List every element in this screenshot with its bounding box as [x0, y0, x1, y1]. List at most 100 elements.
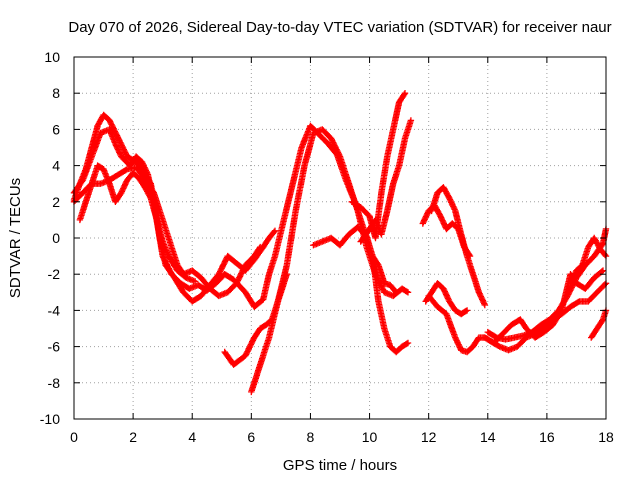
data-point	[150, 197, 152, 199]
data-point	[194, 280, 196, 283]
data-point	[114, 143, 117, 145]
series-track-p	[567, 234, 610, 287]
data-point	[448, 300, 451, 303]
data-point	[460, 349, 462, 352]
data-point	[99, 132, 102, 134]
data-point	[244, 291, 247, 294]
data-point	[380, 191, 383, 194]
y-tick-label: -6	[48, 339, 61, 355]
series-track-c	[70, 164, 264, 300]
data-point	[430, 291, 433, 294]
data-point	[507, 349, 510, 352]
data-point	[312, 244, 315, 247]
data-point	[543, 331, 545, 333]
data-point	[200, 295, 202, 297]
data-point	[552, 324, 554, 326]
data-point	[82, 191, 84, 194]
data-point	[466, 255, 468, 257]
data-point	[569, 273, 572, 276]
data-point	[141, 161, 143, 163]
data-points	[70, 90, 610, 396]
data-point	[132, 172, 134, 174]
data-point	[286, 264, 288, 266]
data-point	[253, 336, 256, 339]
x-tick-label: 16	[539, 429, 555, 445]
data-point	[442, 287, 445, 290]
data-point	[466, 351, 468, 353]
data-point	[587, 300, 590, 303]
data-point	[424, 300, 427, 303]
data-point	[161, 240, 164, 243]
data-point	[327, 143, 329, 145]
data-point	[135, 155, 137, 158]
data-markers	[428, 184, 488, 309]
data-point	[303, 164, 306, 167]
data-point	[454, 309, 457, 312]
data-point	[200, 277, 202, 279]
data-point	[557, 309, 560, 312]
x-tick-label: 10	[362, 429, 378, 445]
data-point	[374, 237, 377, 239]
data-point	[486, 331, 489, 333]
data-point	[359, 240, 362, 243]
data-point	[176, 269, 179, 272]
series-track-g	[310, 223, 400, 296]
data-point	[407, 291, 409, 294]
data-point	[114, 201, 117, 203]
data-point	[223, 351, 226, 353]
data-point	[108, 128, 111, 131]
data-point	[259, 363, 262, 366]
data-point	[374, 273, 377, 276]
data-point	[226, 291, 229, 294]
data-point	[498, 345, 501, 348]
data-point	[602, 242, 604, 245]
data-point	[274, 229, 276, 232]
data-point	[253, 255, 256, 257]
data-point	[392, 182, 395, 185]
chart-title: Day 070 of 2026, Sidereal Day-to-day VTE…	[68, 19, 611, 36]
data-point	[232, 278, 235, 281]
data-point	[596, 291, 598, 294]
data-point	[504, 338, 507, 341]
data-point	[126, 155, 128, 158]
data-point	[351, 201, 353, 203]
data-point	[259, 327, 262, 330]
data-point	[226, 255, 229, 257]
data-point	[454, 210, 457, 212]
data-point	[294, 210, 297, 212]
y-tick-label: -10	[40, 411, 60, 427]
data-point	[368, 228, 371, 230]
data-point	[492, 342, 495, 344]
x-axis-label: GPS time / hours	[283, 457, 397, 474]
data-point	[386, 210, 389, 212]
data-point	[525, 327, 527, 330]
y-tick-label: -8	[48, 375, 61, 391]
y-tick-label: 4	[52, 158, 60, 174]
data-point	[120, 191, 123, 194]
data-point	[436, 191, 439, 194]
data-point	[102, 114, 105, 116]
data-point	[569, 305, 572, 308]
data-point	[330, 137, 332, 140]
data-point	[218, 295, 220, 297]
data-point	[348, 233, 350, 236]
data-point	[495, 336, 498, 339]
data-point	[356, 226, 359, 228]
data-point	[374, 219, 377, 221]
data-point	[158, 210, 161, 212]
data-point	[164, 264, 167, 266]
data-point	[501, 333, 504, 335]
data-point	[167, 255, 170, 257]
data-point	[283, 219, 285, 221]
data-point	[117, 137, 120, 140]
x-tick-label: 12	[421, 429, 437, 445]
data-point	[472, 345, 474, 348]
data-point	[147, 173, 149, 176]
x-tick-label: 6	[247, 429, 255, 445]
data-point	[268, 336, 270, 339]
data-point	[359, 206, 362, 209]
data-point	[268, 273, 270, 276]
data-point	[371, 255, 374, 257]
data-point	[170, 246, 173, 248]
